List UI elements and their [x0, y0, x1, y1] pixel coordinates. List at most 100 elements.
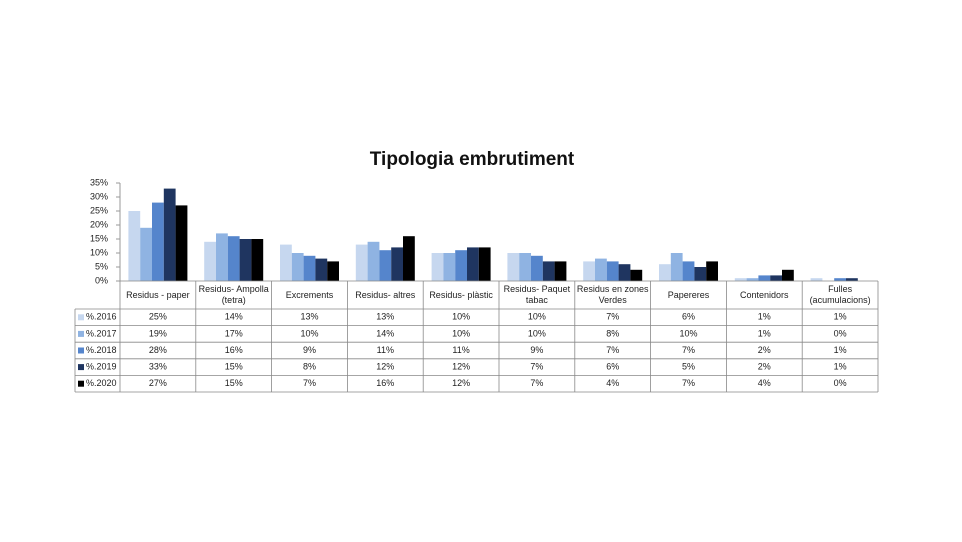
- bar: [770, 275, 782, 281]
- bar: [834, 278, 846, 281]
- table-value: 10%: [679, 328, 697, 338]
- table-value: 8%: [303, 361, 316, 371]
- bar: [758, 275, 771, 281]
- category-label: Residus- altres: [355, 289, 416, 300]
- table-value: 1%: [834, 361, 847, 371]
- bar: [239, 239, 252, 281]
- y-tick-label: 5%: [95, 261, 108, 271]
- bar: [216, 233, 228, 281]
- table-value: 14%: [225, 312, 243, 322]
- bar: [554, 261, 567, 281]
- table-value: 6%: [606, 361, 619, 371]
- category-label: Residus- Paquet tabac: [503, 284, 571, 305]
- table-value: 2%: [758, 345, 771, 355]
- table-value: 7%: [303, 378, 316, 388]
- bar: [630, 269, 643, 281]
- legend-label: %.2016: [86, 312, 117, 322]
- bar: [280, 244, 292, 281]
- table-value: 25%: [149, 312, 167, 322]
- table-value: 9%: [530, 345, 543, 355]
- bar: [507, 253, 520, 281]
- table-value: 16%: [376, 378, 394, 388]
- bar: [583, 261, 595, 281]
- legend-label: %.2020: [86, 378, 117, 388]
- bar: [782, 269, 794, 281]
- bar: [379, 250, 392, 281]
- bar: [659, 264, 671, 281]
- bar: [606, 261, 619, 281]
- legend-swatch: [78, 380, 84, 387]
- legend-swatch: [78, 364, 84, 371]
- bar: [531, 255, 543, 281]
- table-value: 11%: [452, 345, 469, 355]
- bar: [367, 241, 380, 281]
- category-label: Residus - paper: [126, 289, 190, 300]
- bar: [455, 250, 467, 281]
- category-label: Residus en zones Verdes: [576, 284, 649, 305]
- y-tick-label: 35%: [90, 177, 108, 187]
- bar: [467, 247, 479, 281]
- y-tick-label: 10%: [90, 247, 108, 257]
- legend-label: %.2018: [86, 345, 117, 355]
- table-value: 7%: [682, 345, 695, 355]
- bar: [175, 205, 188, 281]
- table-value: 1%: [834, 312, 847, 322]
- bar: [315, 258, 328, 281]
- table-value: 8%: [606, 328, 619, 338]
- bar: [327, 261, 339, 281]
- table-value: 13%: [300, 312, 318, 322]
- table-value: 7%: [530, 361, 543, 371]
- category-label: Contenidors: [740, 289, 789, 300]
- table-value: 1%: [834, 345, 847, 355]
- bar: [734, 278, 747, 281]
- bar: [478, 247, 491, 281]
- table-value: 7%: [606, 312, 619, 322]
- bar: [443, 253, 456, 281]
- table-value: 1%: [758, 312, 771, 322]
- bar: [140, 227, 152, 281]
- bar: [618, 264, 631, 281]
- table-value: 7%: [682, 378, 695, 388]
- table-value: 7%: [606, 345, 619, 355]
- bar: [746, 278, 759, 281]
- legend-swatch: [78, 347, 84, 354]
- table-value: 28%: [149, 345, 167, 355]
- bar: [403, 236, 415, 281]
- table-value: 0%: [834, 328, 847, 338]
- table-value: 27%: [149, 378, 167, 388]
- bar: [810, 278, 823, 281]
- table-value: 7%: [530, 378, 543, 388]
- table-value: 12%: [452, 361, 470, 371]
- table-value: 16%: [225, 345, 243, 355]
- bar: [152, 202, 164, 281]
- y-tick-label: 0%: [95, 275, 108, 285]
- category-label: Papereres: [667, 289, 710, 300]
- table-value: 11%: [377, 345, 394, 355]
- bar: [519, 253, 531, 281]
- y-tick-label: 30%: [90, 191, 108, 201]
- table-value: 13%: [376, 312, 394, 322]
- category-label: Residus- plàstic: [429, 289, 493, 300]
- bar: [204, 241, 216, 281]
- table-value: 6%: [682, 312, 695, 322]
- bar: [670, 253, 683, 281]
- bar: [391, 247, 403, 281]
- table-value: 12%: [452, 378, 470, 388]
- bar: [431, 253, 444, 281]
- bar: [163, 188, 176, 281]
- bar: [595, 258, 607, 281]
- table-value: 10%: [300, 328, 318, 338]
- y-tick-label: 15%: [90, 233, 108, 243]
- bar: [291, 253, 304, 281]
- category-label: Fulles (acumulacions): [809, 284, 871, 305]
- y-tick-label: 20%: [90, 219, 108, 229]
- legend-swatch: [78, 314, 84, 321]
- bar: [694, 267, 707, 281]
- table-value: 9%: [303, 345, 316, 355]
- bar: [706, 261, 718, 281]
- bar: [355, 244, 368, 281]
- table-value: 1%: [758, 328, 771, 338]
- legend-swatch: [78, 330, 84, 337]
